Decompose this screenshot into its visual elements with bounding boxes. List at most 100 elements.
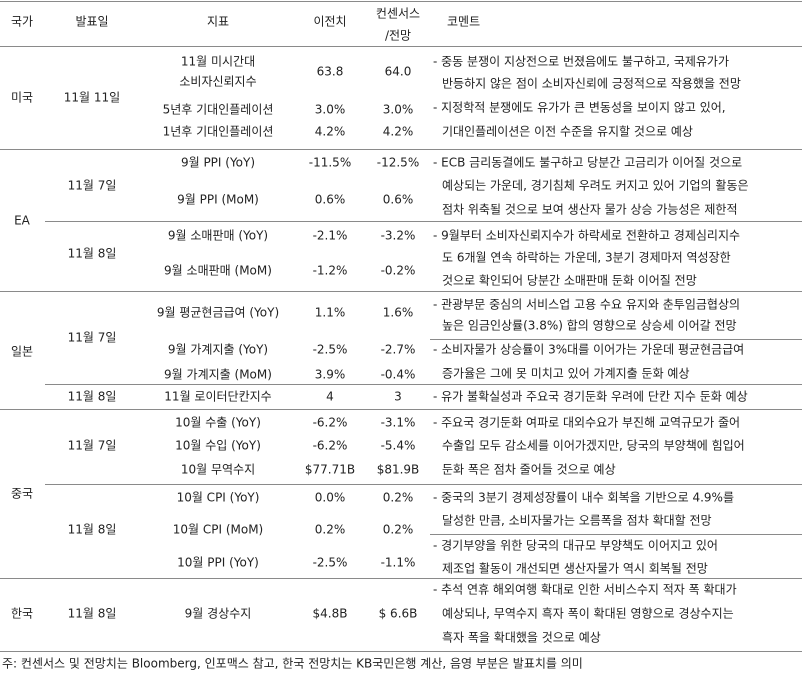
previous-value: $4.8B xyxy=(313,607,348,621)
consensus-value: -0.2% xyxy=(381,264,416,278)
comment-line: 수출입 모두 감소세를 이어가겠지만, 당국의 부양책에 힘입어 xyxy=(442,438,745,453)
header-cell: 지표 xyxy=(207,15,229,29)
indicator: 10월 PPI (YoY) xyxy=(177,556,259,570)
indicator: 9월 가계지출 (YoY) xyxy=(168,343,268,357)
comment-line: - 소비자물가 상승률이 3%대를 이어가는 가운데 평균현금급여 xyxy=(433,343,744,357)
comment-line: 증가율은 그에 못 미치고 있어 가계지출 둔화 예상 xyxy=(442,367,690,381)
country: 일본 xyxy=(11,345,33,359)
header-cell: 국가 xyxy=(11,15,33,29)
release-date: 11월 11일 xyxy=(64,91,120,105)
comment-line: 반등하지 않은 점이 소비자신뢰에 긍정적으로 작용했을 전망 xyxy=(442,77,741,91)
header-cell: /전망 xyxy=(385,29,411,43)
comment-line: - 관광부문 중심의 서비스업 고용 수요 유지와 춘투임금협상의 xyxy=(433,298,740,312)
previous-value: $77.71B xyxy=(305,463,355,477)
comment-line: 도 6개월 연속 하락하는 가운데, 3분기 경제마저 역성장한 xyxy=(442,251,731,265)
header-cell: 컨센서스 xyxy=(376,7,420,21)
comment-line: 흑자 폭을 확대했을 것으로 예상 xyxy=(442,631,601,645)
country: 한국 xyxy=(11,607,33,621)
indicator: 9월 PPI (YoY) xyxy=(181,156,255,170)
header-cell: 발표일 xyxy=(75,15,108,29)
comment-line: 높은 임금인상률(3.8%) 합의 영향으로 상승세 이어갈 전망 xyxy=(442,319,737,333)
consensus-value: -3.2% xyxy=(381,229,416,243)
previous-value: 4.2% xyxy=(315,125,346,139)
consensus-value: 3 xyxy=(394,390,402,404)
indicator: 11월 로이터단칸지수 xyxy=(164,390,271,404)
indicator: 5년후 기대인플레이션 xyxy=(163,103,274,117)
previous-value: -6.2% xyxy=(313,416,348,430)
previous-value: 0.0% xyxy=(315,491,346,505)
consensus-value: 0.2% xyxy=(383,523,414,537)
comment-line: 점차 위축될 것으로 보여 생산자 물가 상승 가능성은 제한적 xyxy=(442,203,737,217)
consensus-value: 0.2% xyxy=(383,491,414,505)
indicator: 11월 미시간대 xyxy=(181,55,255,69)
comment-line: - ECB 금리동결에도 불구하고 당분간 고금리가 이어질 것으로 xyxy=(433,156,742,170)
release-date: 11월 8일 xyxy=(68,607,117,621)
comment-line: 기대인플레이션은 이전 수준을 유지할 것으로 예상 xyxy=(442,125,693,139)
consensus-value: 4.2% xyxy=(383,125,414,139)
indicator: 소비자신뢰지수 xyxy=(179,75,256,89)
release-date: 11월 7일 xyxy=(68,179,117,193)
consensus-value: 3.0% xyxy=(383,103,414,117)
comment-line: 달성한 만큼, 소비자물가는 오름폭을 점차 확대할 전망 xyxy=(442,514,712,528)
consensus-value: $81.9B xyxy=(377,463,420,477)
previous-value: 3.9% xyxy=(315,368,346,382)
previous-value: -2.5% xyxy=(313,556,348,570)
comment-line: - 중동 분쟁이 지상전으로 번졌음에도 불구하고, 국제유가가 xyxy=(433,55,729,69)
indicator: 9월 PPI (MoM) xyxy=(177,193,259,207)
comment-line: - 주요국 경기둔화 여파로 대외수요가 부진해 교역규모가 줄어 xyxy=(433,416,740,430)
indicator: 9월 경상수지 xyxy=(185,607,252,621)
comment-line: - 9월부터 소비자신뢰지수가 하락세로 전환하고 경제심리지수 xyxy=(433,229,740,243)
indicator: 10월 수출 (YoY) xyxy=(175,416,261,430)
release-date: 11월 7일 xyxy=(68,439,117,453)
consensus-value: -0.4% xyxy=(381,368,416,382)
previous-value: -2.1% xyxy=(313,229,348,243)
consensus-value: -2.7% xyxy=(381,343,416,357)
comment-line: 예상되는 가운데, 경기침체 우려도 커지고 있어 기업의 활동은 xyxy=(442,179,749,193)
comment-line: 것으로 확인되어 당분간 소매판매 둔화 이어질 전망 xyxy=(442,274,697,288)
previous-value: -6.2% xyxy=(313,439,348,453)
consensus-value: -3.1% xyxy=(381,416,416,430)
release-date: 11월 7일 xyxy=(68,331,117,345)
comment-line: - 유가 불확실성과 주요국 경기둔화 우려에 단칸 지수 둔화 예상 xyxy=(433,390,748,404)
indicator: 9월 소매판매 (MoM) xyxy=(164,264,272,278)
consensus-value: -5.4% xyxy=(381,439,416,453)
release-date: 11월 8일 xyxy=(68,247,117,261)
country: 중국 xyxy=(11,487,33,501)
consensus-value: 0.6% xyxy=(383,193,414,207)
comment-line: - 지정학적 분쟁에도 유가가 큰 변동성을 보이지 않고 있어, xyxy=(433,101,726,115)
indicator: 9월 평균현금급여 (YoY) xyxy=(157,306,279,320)
consensus-value: $ 6.6B xyxy=(379,607,418,621)
header-cell: 코멘트 xyxy=(447,15,480,29)
comment-line: - 중국의 3분기 경제성장률이 내수 회복을 기반으로 4.9%를 xyxy=(433,491,734,505)
previous-value: -2.5% xyxy=(313,343,348,357)
previous-value: 63.8 xyxy=(317,65,344,79)
previous-value: -11.5% xyxy=(309,156,351,170)
indicator: 10월 CPI (MoM) xyxy=(173,523,264,537)
header-cell: 이전치 xyxy=(313,15,346,29)
footnote: 주: 컨센서스 및 전망치는 Bloomberg, 인포맥스 참고, 한국 전망… xyxy=(2,656,583,671)
release-date: 11월 8일 xyxy=(68,390,117,404)
previous-value: 0.6% xyxy=(315,193,346,207)
indicator: 10월 무역수지 xyxy=(181,463,255,477)
indicator: 1년후 기대인플레이션 xyxy=(163,125,274,139)
comment-line: 예상되나, 무역수지 흑자 폭이 확대된 영향으로 경상수지는 xyxy=(442,607,734,621)
consensus-value: 1.6% xyxy=(383,306,414,320)
comment-line: 둔화 폭은 점차 줄어들 것으로 예상 xyxy=(442,463,616,477)
previous-value: 0.2% xyxy=(315,523,346,537)
consensus-value: 64.0 xyxy=(385,65,412,79)
indicator: 9월 가계지출 (MoM) xyxy=(164,368,272,382)
indicator: 10월 수입 (YoY) xyxy=(175,439,261,453)
consensus-value: -12.5% xyxy=(377,156,419,170)
indicator: 9월 소매판매 (YoY) xyxy=(168,229,268,243)
comment-line: - 경기부양을 위한 당국의 대규모 부양책도 이어지고 있어 xyxy=(433,538,718,553)
consensus-value: -1.1% xyxy=(381,556,416,570)
country: EA xyxy=(14,214,31,228)
country: 미국 xyxy=(11,91,33,105)
comment-line: 제조업 활동이 개선되면 생산자물가 역시 회복될 전망 xyxy=(442,562,708,576)
previous-value: 1.1% xyxy=(315,306,346,320)
previous-value: 3.0% xyxy=(315,103,346,117)
comment-line: - 추석 연휴 해외여행 확대로 인한 서비스수지 적자 폭 확대가 xyxy=(433,582,737,597)
indicator: 10월 CPI (YoY) xyxy=(177,491,260,505)
